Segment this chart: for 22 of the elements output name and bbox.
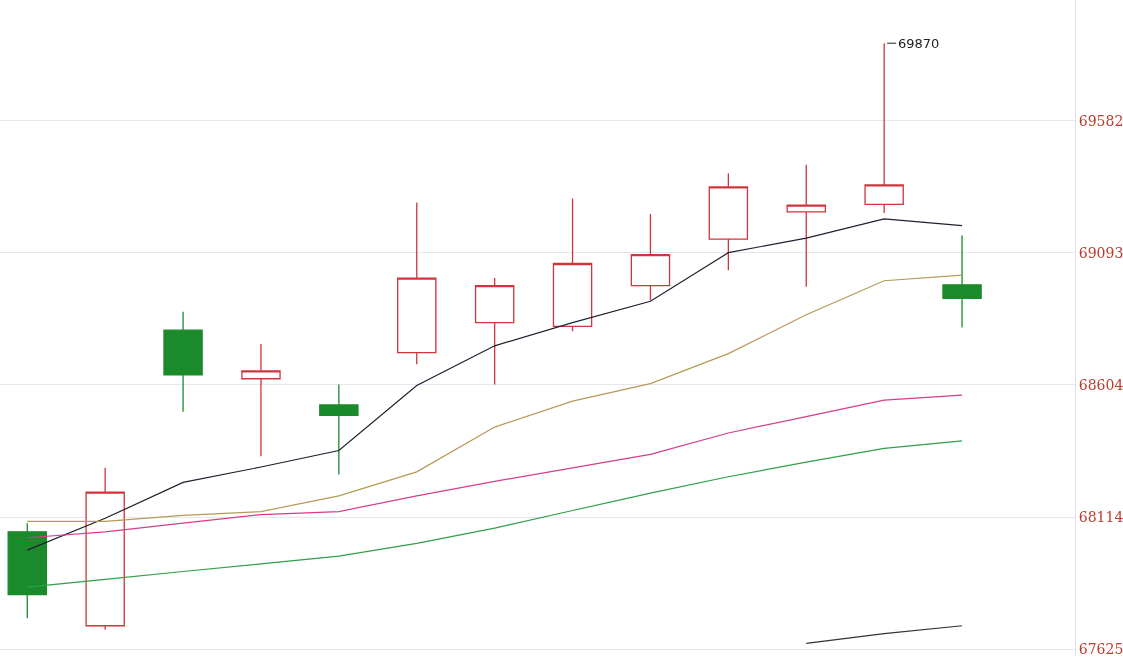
y-tick-label: 69582	[1078, 112, 1123, 129]
candlestick	[552, 197, 593, 332]
y-tick-label: 67625	[1078, 641, 1123, 658]
line-series	[26, 394, 963, 539]
line-series	[26, 274, 963, 522]
y-tick-label: 68114	[1078, 509, 1123, 526]
candlestick	[85, 467, 125, 631]
candlestick	[397, 201, 437, 365]
candlestick	[319, 383, 359, 476]
candlestick	[708, 172, 749, 271]
annotation: 69870	[898, 36, 940, 51]
y-tick-label: 68604	[1078, 376, 1123, 393]
candlestick	[630, 213, 671, 301]
line-series	[26, 440, 963, 588]
candlestick	[942, 234, 982, 329]
line-series	[26, 218, 963, 551]
candlestick	[7, 522, 47, 619]
candlestick	[474, 277, 515, 386]
y-tick-label: 69093	[1078, 244, 1123, 261]
candlestick	[786, 164, 826, 288]
candlestick	[163, 311, 203, 413]
candlestick	[241, 343, 281, 457]
